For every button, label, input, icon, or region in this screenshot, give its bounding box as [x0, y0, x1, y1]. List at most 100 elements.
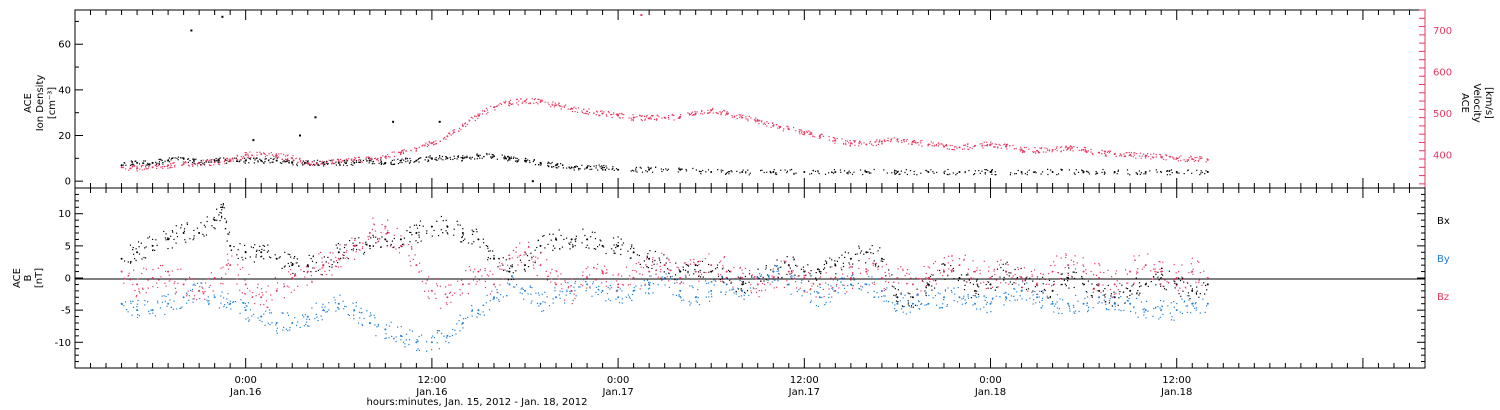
point-by [586, 283, 589, 286]
point-bz [306, 270, 309, 273]
point-bz [1036, 283, 1039, 286]
point-by [1129, 302, 1132, 305]
point-bz [353, 244, 356, 247]
x-tick-time-label: 0:00 [979, 375, 1001, 386]
point-ion-density [368, 159, 371, 162]
b-ylabel-line1: ACE [12, 268, 23, 288]
point-bx [958, 277, 961, 279]
point-velocity [943, 145, 945, 148]
point-by [756, 277, 759, 279]
point-bz [756, 283, 759, 286]
point-bx [586, 238, 589, 241]
point-by [1005, 296, 1007, 299]
point-by [943, 296, 945, 299]
point-velocity [1191, 158, 1194, 160]
x-tick-time-label: 12:00 [790, 375, 819, 386]
point-bx [741, 283, 744, 286]
point-by [927, 302, 930, 305]
point-bz [198, 289, 201, 292]
point-by [1144, 309, 1147, 312]
point-velocity [586, 110, 589, 113]
point-velocity [539, 100, 542, 103]
point-velocity [865, 143, 868, 146]
x-tick-date-label: Jan.16 [415, 387, 447, 398]
point-bx [1051, 289, 1054, 292]
point-by [1098, 296, 1101, 299]
point-bz [1206, 277, 1209, 279]
point-ion-density [834, 171, 837, 173]
bottom-tick-label: -10 [55, 338, 71, 349]
x-tick-time-label: 0:00 [234, 375, 256, 386]
point-ion-density [136, 161, 139, 164]
point-bx [617, 244, 620, 247]
point-by [306, 315, 309, 318]
point-bx [818, 270, 821, 273]
point-bx [710, 270, 713, 273]
point-by [772, 270, 775, 273]
density-ylabel-line2: Ion Density [35, 75, 46, 132]
point-velocity [229, 159, 232, 162]
point-velocity [927, 143, 930, 146]
x-tick-date-label: Jan.17 [788, 387, 820, 398]
outlier-point [392, 120, 395, 123]
point-bz [244, 283, 247, 286]
point-bx [430, 225, 433, 228]
point-bz [617, 283, 620, 286]
point-velocity [461, 124, 464, 127]
point-bz [896, 277, 899, 279]
point-ion-density [120, 164, 123, 167]
point-by [446, 334, 449, 337]
point-ion-density [555, 164, 557, 167]
point-by [865, 283, 868, 286]
point-bz [927, 277, 930, 279]
point-bx [461, 232, 464, 234]
point-bx [167, 238, 170, 241]
point-bx [182, 232, 185, 234]
point-velocity [1051, 148, 1054, 151]
point-bz [322, 264, 325, 267]
point-bx [989, 283, 992, 286]
bx-series [120, 203, 1209, 308]
x-tick-time-label: 12:00 [417, 375, 446, 386]
point-ion-density [648, 168, 651, 171]
point-bz [1051, 270, 1054, 273]
point-velocity [601, 112, 604, 115]
point-by [958, 296, 961, 299]
point-bz [632, 277, 635, 279]
x-tick-date-label: Jan.16 [229, 387, 261, 398]
point-velocity [756, 119, 759, 122]
point-bz [1160, 270, 1163, 273]
point-velocity [368, 158, 371, 160]
point-bx [648, 257, 651, 260]
point-bz [943, 270, 945, 273]
point-bx [384, 238, 387, 241]
x-tick-date-label: Jan.18 [1160, 387, 1192, 398]
point-bx [974, 289, 976, 292]
point-bz [182, 283, 185, 286]
point-bz [493, 283, 495, 286]
top-left-tick-label: 20 [58, 131, 71, 142]
point-bz [539, 264, 542, 267]
point-by [601, 289, 604, 292]
point-bz [1082, 270, 1085, 273]
point-by [213, 296, 216, 299]
density-ylabel-line3: [cm⁻³] [47, 87, 58, 119]
point-bx [1067, 277, 1070, 279]
top-left-tick-label: 0 [65, 177, 71, 188]
point-bz [136, 283, 139, 286]
point-bz [989, 277, 992, 279]
point-bx [1191, 289, 1194, 292]
point-ion-density [927, 171, 930, 173]
point-by [555, 296, 557, 299]
point-bz [679, 277, 682, 279]
point-velocity [120, 166, 123, 169]
point-bx [399, 238, 402, 241]
outlier-point [190, 29, 193, 32]
top-right-tick-label: 700 [1433, 26, 1452, 37]
by-series [120, 265, 1209, 352]
point-by [275, 322, 278, 324]
point-by [167, 302, 170, 305]
point-bz [120, 270, 123, 273]
x-axis-label: hours:minutes, Jan. 15, 2012 - Jan. 18, … [367, 397, 588, 408]
point-by [896, 302, 899, 305]
